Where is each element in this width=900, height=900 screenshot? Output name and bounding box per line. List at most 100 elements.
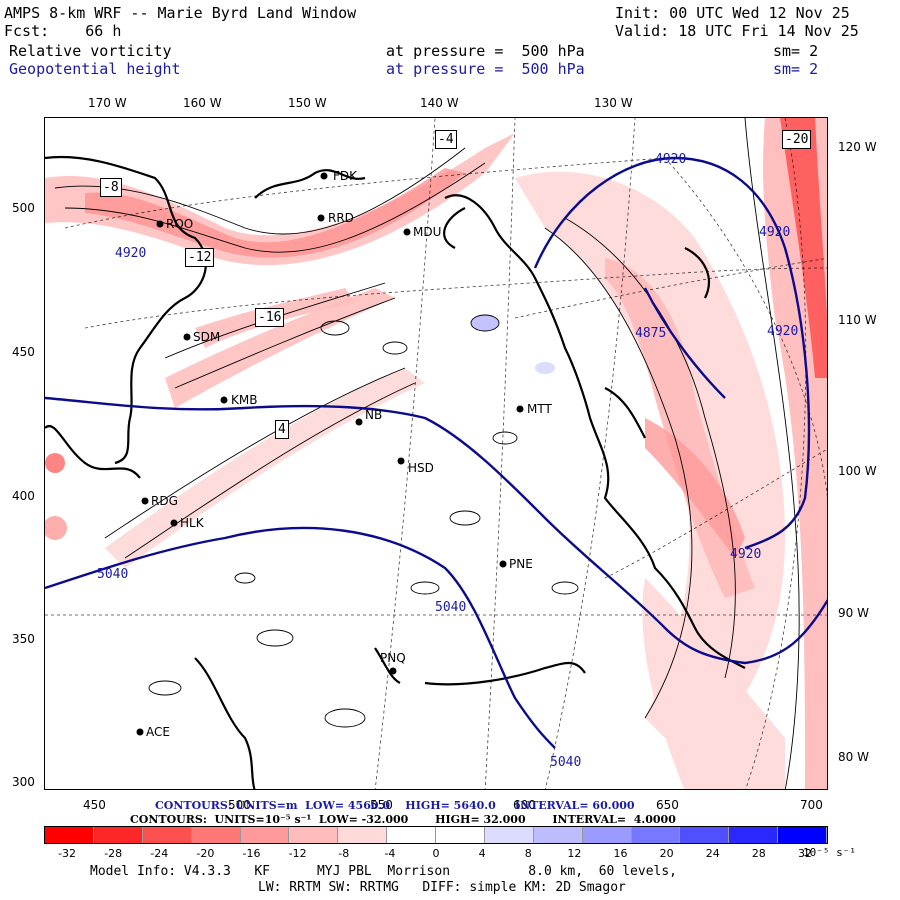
lon-label-right: 80 W (838, 750, 869, 764)
field2-level: at pressure = 500 hPa (386, 60, 585, 78)
height-contour-label: 5040 (435, 600, 467, 615)
colorbar-swatch (142, 827, 192, 843)
colorbar-tick-label: -24 (150, 847, 169, 860)
colorbar-tick-label: 8 (524, 847, 532, 860)
colorbar-swatch (191, 827, 241, 843)
height-contour-label: 4920 (730, 547, 762, 562)
x-axis-label: 650 (656, 798, 679, 812)
map-canvas (45, 118, 827, 789)
colorbar-swatch (240, 827, 290, 843)
colorbar (44, 826, 828, 844)
map-panel: FDK ROO RRD MDU SDM KMB NB HSD MTT RDG H… (44, 117, 828, 790)
station-label: RDG (151, 494, 178, 508)
colorbar-unit: 10⁻⁵ s⁻¹ (803, 846, 856, 859)
height-contours (45, 156, 827, 749)
colorbar-swatch (631, 827, 681, 843)
colorbar-swatch (289, 827, 339, 843)
station-label: SDM (193, 330, 221, 344)
colorbar-tick-label: -12 (288, 847, 307, 860)
plot-title: AMPS 8-km WRF -- Marie Byrd Land Window (4, 4, 357, 22)
height-contour-label: 4920 (115, 246, 147, 261)
colorbar-tick-label: -16 (242, 847, 261, 860)
colorbar-swatch (45, 827, 94, 843)
colorbar-tick-label: 0 (432, 847, 440, 860)
colorbar-swatch (680, 827, 730, 843)
height-contour-label: 4875 (635, 326, 667, 341)
colorbar-tick-label: -32 (58, 847, 77, 860)
colorbar-swatch (338, 827, 388, 843)
vorticity-label: 4 (275, 420, 289, 439)
y-axis-label: 400 (12, 489, 35, 503)
field1-name: Relative vorticity (9, 42, 172, 60)
lon-label-right: 90 W (838, 606, 869, 620)
x-axis-label: 550 (370, 798, 393, 812)
station-label: PNE (509, 557, 533, 571)
coastline (45, 156, 746, 789)
vorticity-shading (45, 118, 827, 789)
colorbar-tick-label: 24 (705, 847, 720, 860)
field1-smoothing: sm= 2 (773, 42, 819, 60)
height-contour-label: 5040 (550, 755, 582, 770)
colorbar-swatch (436, 827, 485, 843)
station-label: MTT (527, 402, 552, 416)
station-label: PNQ (380, 651, 406, 665)
colorbar-swatch (387, 827, 436, 843)
colorbar-swatch (533, 827, 583, 843)
x-axis-label: 700 (800, 798, 823, 812)
vorticity-label: -8 (100, 178, 122, 197)
height-contour-label: 5040 (97, 567, 129, 582)
lon-label-right: 100 W (838, 464, 877, 478)
colorbar-tick-label: -20 (196, 847, 215, 860)
y-axis-label: 350 (12, 632, 35, 646)
vorticity-label: -4 (435, 130, 457, 149)
colorbar-swatch (729, 827, 779, 843)
colorbar-tick-label: 4 (478, 847, 486, 860)
height-contour-label: 4920 (767, 324, 799, 339)
lon-label-top: 130 W (594, 96, 633, 110)
lon-label-top: 160 W (183, 96, 222, 110)
lon-label-right: 110 W (838, 313, 877, 327)
colorbar-swatch (778, 827, 827, 843)
y-axis-label: 450 (12, 345, 35, 359)
forecast-hour: Fcst: 66 h (4, 22, 122, 40)
station-label: FDK (333, 169, 358, 183)
lon-label-top: 170 W (88, 96, 127, 110)
station-markers (136, 172, 524, 736)
station-label: ACE (146, 725, 170, 739)
colorbar-swatch (484, 827, 534, 843)
vorticity-label: -20 (782, 130, 812, 149)
y-axis-label: 300 (12, 775, 35, 789)
colorbar-tick-label: -4 (384, 847, 396, 860)
init-time: Init: 00 UTC Wed 12 Nov 25 (615, 4, 850, 22)
colorbar-tick-label: 20 (659, 847, 674, 860)
valid-time: Valid: 18 UTC Fri 14 Nov 25 (615, 22, 859, 40)
lon-label-top: 140 W (420, 96, 459, 110)
model-info-line2: LW: RRTM SW: RRTMG DIFF: simple KM: 2D S… (258, 880, 626, 895)
colorbar-tick-label: -8 (338, 847, 350, 860)
height-contour-label: 4920 (759, 225, 791, 240)
field2-smoothing: sm= 2 (773, 60, 819, 78)
x-axis-label: 500 (228, 798, 251, 812)
station-label: KMB (231, 393, 258, 407)
x-axis-label: 450 (83, 798, 106, 812)
colorbar-tick-label: 28 (751, 847, 766, 860)
vorticity-contour-info: CONTOURS: UNITS=10⁻⁵ s⁻¹ LOW= -32.000 HI… (130, 813, 676, 826)
y-axis-label: 500 (12, 201, 35, 215)
colorbar-tick-label: -28 (104, 847, 123, 860)
height-contour-info: CONTOURS: UNITS=m LOW= 4560.0 HIGH= 5640… (155, 799, 635, 812)
station-label: HLK (180, 516, 204, 530)
field1-level: at pressure = 500 hPa (386, 42, 585, 60)
lon-label-right: 120 W (838, 140, 877, 154)
station-label: NB (365, 408, 383, 422)
vorticity-label: -16 (255, 308, 285, 327)
field2-name: Geopotential height (9, 60, 181, 78)
colorbar-tick-label: 12 (567, 847, 582, 860)
height-contour-label: 4920 (655, 152, 687, 167)
station-label: MDU (413, 225, 442, 239)
lon-label-top: 150 W (288, 96, 327, 110)
station-label: ROO (166, 217, 194, 231)
x-axis-label: 600 (513, 798, 536, 812)
vorticity-label: -12 (185, 248, 215, 267)
colorbar-tick-label: 32 (797, 847, 812, 860)
station-label: HSD (408, 461, 434, 475)
